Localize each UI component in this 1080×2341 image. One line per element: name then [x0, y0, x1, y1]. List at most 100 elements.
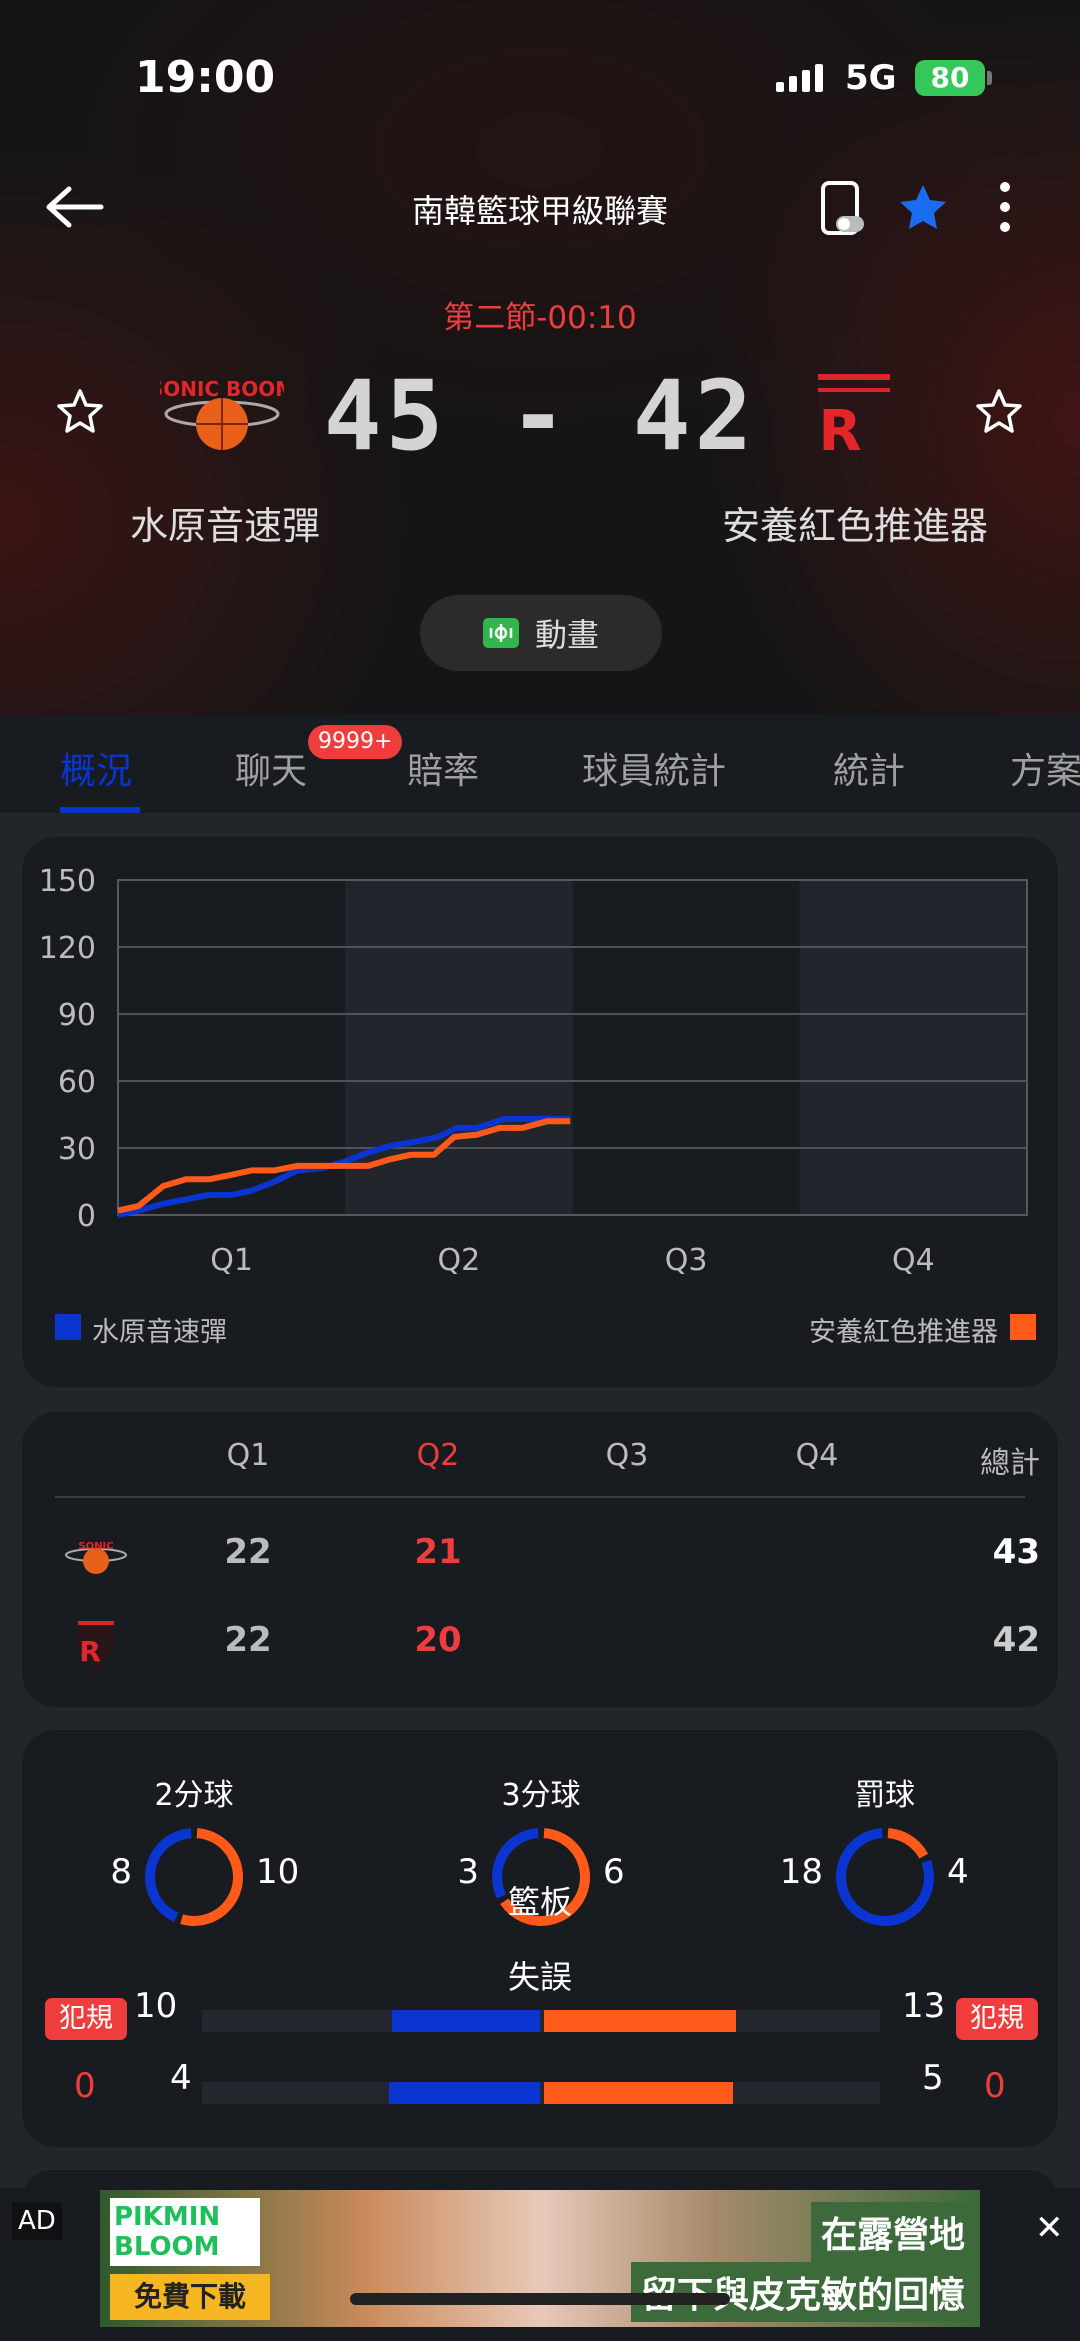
court-icon	[482, 618, 519, 648]
status-time: 19:00	[135, 52, 276, 103]
svg-text:SONIC BOOM: SONIC BOOM	[160, 377, 284, 401]
battery-icon: 80	[915, 60, 985, 96]
away-bar	[544, 2010, 737, 2032]
quarter-clock: 第二節-00:10	[443, 300, 637, 336]
header-q4: Q4	[795, 1438, 839, 1473]
chat-count-badge: 9999+	[308, 725, 403, 759]
network-type: 5G	[845, 58, 897, 98]
away-shot-value: 4	[947, 1852, 969, 1892]
favorite-star-filled-icon[interactable]	[898, 183, 948, 231]
x-tick-label: Q1	[210, 1243, 253, 1278]
ad-banner[interactable]: PIKMIN BLOOM 免費下載 在露營地 留下與皮克敏的回憶	[100, 2190, 980, 2327]
bar-track	[202, 2010, 880, 2032]
away-fouls-label: 犯規	[956, 1998, 1038, 2040]
home-fouls-value: 0	[74, 2066, 96, 2106]
bar-track	[202, 2082, 880, 2104]
away-bar-value: 5	[922, 2058, 944, 2098]
legend-away-label: 安養紅色推進器	[809, 1317, 998, 1348]
phone-toggle-icon[interactable]	[820, 180, 866, 236]
legend-home-swatch	[55, 1314, 81, 1340]
header-q1: Q1	[226, 1438, 270, 1473]
away-arc	[836, 1828, 934, 1926]
score-trend-chart: 0 30 60 90 120 150 Q1 Q2 Q3 Q4	[39, 864, 1028, 1278]
score-trend-card: 0 30 60 90 120 150 Q1 Q2 Q3 Q4 水原音速彈 安養紅色推進器	[22, 837, 1058, 1387]
home-team-logo-small: SONIC	[65, 1541, 127, 1574]
signal-icon	[776, 64, 823, 92]
home-arc	[492, 1828, 590, 1926]
away-team-name[interactable]: 安養紅色推進器	[721, 504, 988, 548]
ad-close-icon[interactable]: ✕	[1035, 2208, 1064, 2248]
shot-type-label: 2分球	[154, 1778, 234, 1813]
legend-home-label: 水原音速彈	[92, 1317, 227, 1348]
tab-plans[interactable]: 方案	[1010, 751, 1080, 792]
home-favorite-star-icon[interactable]	[56, 388, 104, 434]
tab-stats[interactable]: 統計	[833, 751, 906, 792]
home-bar-value: 10	[134, 1986, 178, 2026]
quarter-score-card: Q1 Q2 Q3 Q4 總計 SONIC R 22 21 43 22 20 42	[22, 1412, 1058, 1707]
quarter-score: 20	[414, 1620, 462, 1660]
team-stats-card: 2分球 8 10 3分球 3 6 罰球 18 4 籃板 10 13 失誤 4 5 犯規 犯規 0 0	[22, 1730, 1058, 2147]
league-title: 南韓籃球甲級聯賽	[411, 192, 668, 230]
shot-ratio-ring	[492, 1828, 590, 1926]
quarter-band	[118, 880, 346, 1215]
away-shot-value: 6	[603, 1852, 625, 1892]
shot-type-label: 罰球	[855, 1778, 915, 1813]
svg-text:R: R	[818, 399, 861, 464]
shot-ratio-ring	[145, 1828, 243, 1926]
shot-type-label: 3分球	[501, 1778, 581, 1813]
home-arc	[836, 1828, 934, 1926]
home-arc	[145, 1828, 243, 1926]
header-總計: 總計	[980, 1446, 1040, 1481]
total-score: 42	[992, 1620, 1040, 1660]
home-shot-value: 3	[457, 1852, 479, 1892]
back-arrow-icon[interactable]	[45, 185, 105, 229]
match-header	[0, 0, 1080, 715]
tab-bar: 概況 聊天 賠率 球員統計 統計 方案	[0, 715, 1080, 813]
shot-ratio-ring	[836, 1828, 934, 1926]
ad-label: AD	[12, 2202, 62, 2240]
away-bar	[544, 2082, 733, 2104]
home-shot-value: 18	[779, 1852, 823, 1892]
home-bar	[388, 2082, 540, 2104]
animation-button[interactable]: 動畫	[420, 595, 662, 671]
home-fouls-label: 犯規	[45, 1998, 127, 2040]
away-arc	[492, 1828, 590, 1926]
ad-line1: 在露營地	[810, 2202, 975, 2262]
ad-brand: PIKMIN BLOOM	[110, 2198, 260, 2266]
tab-player-stats[interactable]: 球員統計	[582, 751, 727, 792]
ad-cta: 免費下載	[110, 2274, 270, 2320]
home-bar	[392, 2010, 540, 2032]
quarter-band	[572, 880, 800, 1215]
home-team-logo: SONIC BOOM	[160, 377, 284, 450]
tab-chat[interactable]: 聊天	[235, 751, 308, 792]
tab-overview[interactable]: 概況	[60, 751, 133, 792]
svg-text:R: R	[79, 1635, 101, 1668]
home-team-name[interactable]: 水原音速彈	[129, 504, 320, 548]
x-tick-label: Q3	[665, 1243, 708, 1278]
tab-odds[interactable]: 賠率	[407, 751, 480, 792]
plot-frame	[117, 879, 1028, 1216]
quarter-score: 22	[224, 1620, 272, 1660]
more-menu-icon[interactable]	[995, 180, 1015, 234]
live-score: 45 - 42	[323, 360, 757, 472]
away-arc	[145, 1828, 243, 1926]
svg-text:SONIC: SONIC	[78, 1541, 113, 1552]
y-tick-label: 120	[39, 931, 96, 966]
bar-stat-label: 失誤	[507, 1958, 572, 1996]
quarter-score: 21	[414, 1532, 462, 1572]
total-score: 43	[992, 1532, 1040, 1572]
home-indicator	[350, 2293, 730, 2305]
series-line-away	[117, 1118, 571, 1214]
quarter-score: 22	[224, 1532, 272, 1572]
y-tick-label: 60	[58, 1065, 96, 1100]
header-q3: Q3	[605, 1438, 649, 1473]
y-tick-label: 150	[39, 864, 96, 899]
divider	[55, 1496, 1025, 1498]
away-favorite-star-icon[interactable]	[975, 388, 1023, 434]
away-shot-value: 10	[256, 1852, 300, 1892]
y-tick-label: 0	[77, 1199, 96, 1234]
battery-tip	[987, 71, 992, 85]
active-tab-indicator	[60, 807, 140, 813]
x-tick-label: Q4	[892, 1243, 935, 1278]
ad-line2: 留下與皮克敏的回憶	[630, 2262, 975, 2322]
